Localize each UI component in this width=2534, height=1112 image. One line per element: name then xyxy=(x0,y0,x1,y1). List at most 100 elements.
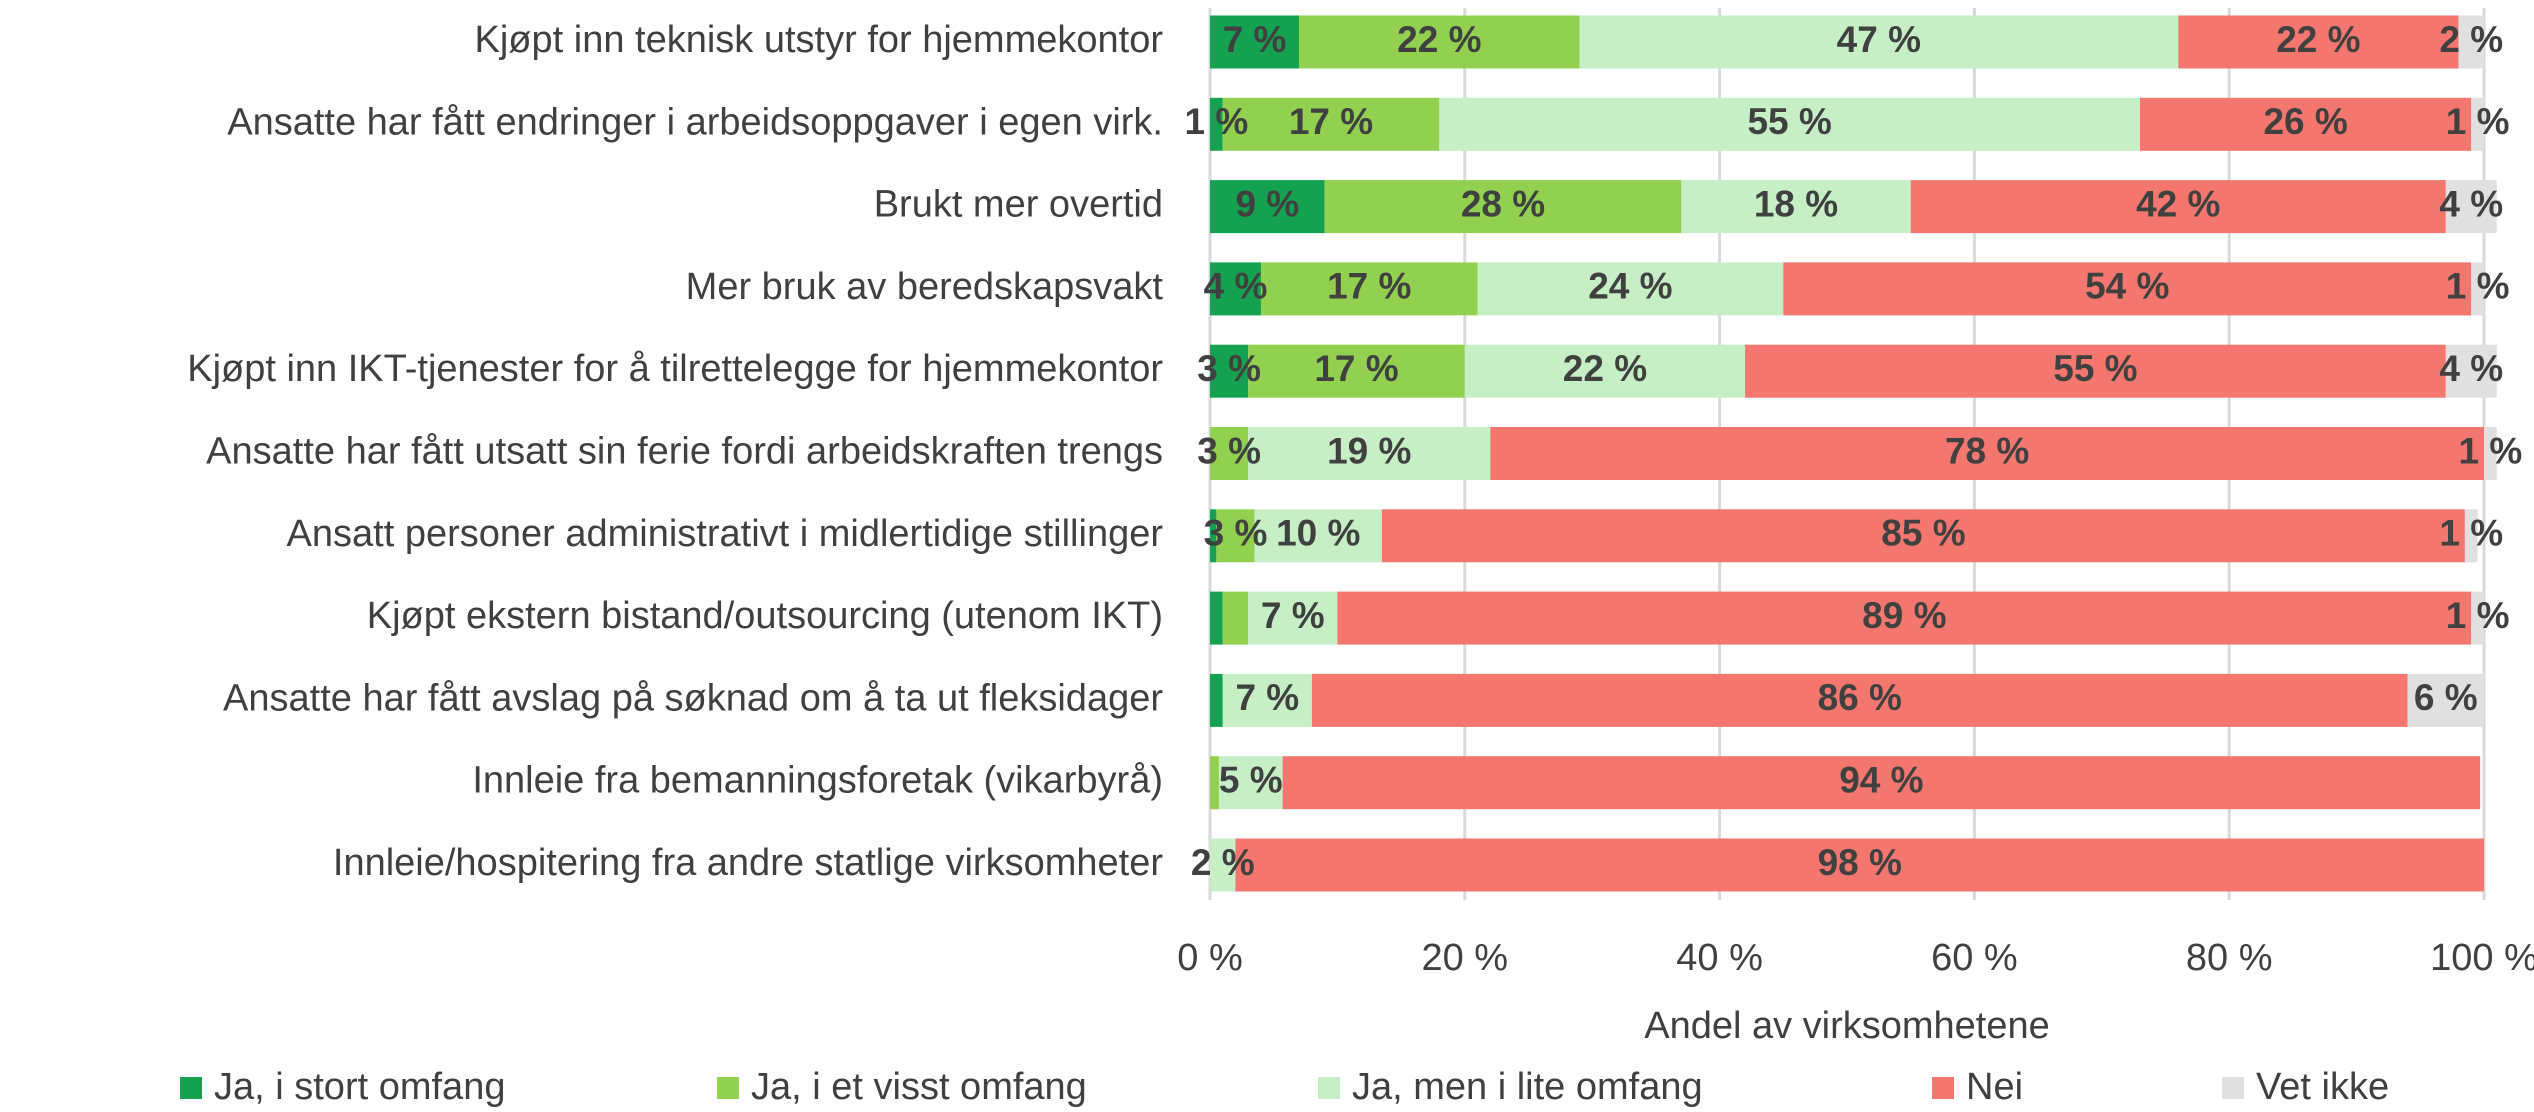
x-tick-label: 40 % xyxy=(1676,937,1763,979)
bar-segment xyxy=(2471,97,2484,151)
bar-segment xyxy=(1210,591,1223,645)
bar-segment xyxy=(1222,591,1249,645)
data-label: 3 % xyxy=(1204,513,1268,554)
legend-label: Ja, men i lite omfang xyxy=(1352,1066,1703,1108)
data-label: 1 % xyxy=(2446,101,2510,142)
bar-segment xyxy=(1222,673,1312,727)
data-label: 55 % xyxy=(1747,101,1831,142)
legend-label: Ja, i et visst omfang xyxy=(751,1066,1087,1108)
bar-segment xyxy=(1337,591,2472,645)
bar-segment xyxy=(1439,97,2141,151)
x-tick-label: 60 % xyxy=(1931,937,2018,979)
data-label: 85 % xyxy=(1881,513,1965,554)
x-tick-label: 0 % xyxy=(1177,937,1242,979)
bar-segment xyxy=(1745,344,2446,398)
data-label: 19 % xyxy=(1327,430,1411,471)
bar-segment xyxy=(1210,97,1223,151)
bar-segment xyxy=(1311,673,2408,727)
data-label: 94 % xyxy=(1839,759,1923,800)
legend-swatch xyxy=(180,1077,202,1099)
data-label: 22 % xyxy=(1563,348,1647,389)
category-label: Ansatte har fått utsatt sin ferie fordi … xyxy=(206,431,1163,473)
bar-segment xyxy=(1464,344,1746,398)
category-label: Ansatte har fått endringer i arbeidsoppg… xyxy=(227,101,1163,143)
legend-swatch xyxy=(1932,1077,1954,1099)
bar-segment xyxy=(1260,262,1478,316)
data-label: 6 % xyxy=(2414,677,2478,718)
category-label: Ansatte har fått avslag på søknad om å t… xyxy=(223,677,1163,719)
bar-segment xyxy=(2178,15,2459,69)
x-axis-title: Andel av virksomhetene xyxy=(1644,1005,2050,1047)
bar-segment xyxy=(1210,344,1249,398)
data-label: 28 % xyxy=(1461,183,1545,224)
bar-segment xyxy=(2445,180,2497,234)
legend-label: Vet ikke xyxy=(2256,1066,2389,1108)
data-label: 4 % xyxy=(2439,183,2503,224)
bar-segment xyxy=(1218,756,1283,810)
bar-segment xyxy=(1210,427,1249,480)
data-label: 3 % xyxy=(1197,348,1261,389)
data-label: 54 % xyxy=(2085,266,2169,307)
bar-segment xyxy=(2471,591,2484,645)
bar-segment xyxy=(1210,673,1223,727)
category-label: Innleie fra bemanningsforetak (vikarbyrå… xyxy=(472,760,1163,802)
data-label: 5 % xyxy=(1219,759,1283,800)
data-label: 1 % xyxy=(2446,595,2510,636)
legend-label: Ja, i stort omfang xyxy=(214,1066,505,1108)
legend-swatch xyxy=(717,1077,739,1099)
bar-segment xyxy=(2407,673,2484,727)
category-label: Ansatt personer administrativt i midlert… xyxy=(287,513,1164,555)
bar-segment xyxy=(1783,262,2472,316)
data-label: 24 % xyxy=(1588,266,1672,307)
bar-segment xyxy=(1381,509,2465,563)
bar-segment xyxy=(1248,591,1338,645)
data-label: 22 % xyxy=(2276,19,2360,60)
x-tick-label: 80 % xyxy=(2186,937,2273,979)
data-label: 78 % xyxy=(1945,430,2029,471)
data-label: 26 % xyxy=(2263,101,2347,142)
data-label: 10 % xyxy=(1276,513,1360,554)
bar-segment xyxy=(1210,15,1300,69)
data-label: 1 % xyxy=(1184,101,1248,142)
category-label: Kjøpt ekstern bistand/outsourcing (uteno… xyxy=(367,595,1163,637)
data-label: 17 % xyxy=(1327,266,1411,307)
data-label: 98 % xyxy=(1818,842,1902,883)
bar-segment xyxy=(2464,509,2478,563)
bar-segment xyxy=(1210,180,1325,234)
data-label: 4 % xyxy=(1204,266,1268,307)
data-label: 7 % xyxy=(1235,677,1299,718)
data-label: 55 % xyxy=(2053,348,2137,389)
bar-segment xyxy=(2484,427,2497,480)
category-label: Mer bruk av beredskapsvakt xyxy=(686,266,1164,308)
bar-segment xyxy=(1477,262,1784,316)
bar-segment xyxy=(1324,180,1682,234)
data-label: 47 % xyxy=(1837,19,1921,60)
bar-segment xyxy=(1282,756,2481,810)
data-label: 2 % xyxy=(2439,19,2503,60)
legend-swatch xyxy=(1318,1077,1340,1099)
bar-segment xyxy=(1248,427,1491,480)
legend-label: Nei xyxy=(1966,1066,2023,1108)
bar-segment xyxy=(1210,262,1261,316)
bar-segment xyxy=(1210,838,1236,892)
data-label: 1 % xyxy=(2446,266,2510,307)
data-label: 17 % xyxy=(1314,348,1398,389)
bar-segment xyxy=(2445,344,2497,398)
data-label: 9 % xyxy=(1235,183,1299,224)
bar-segment xyxy=(1210,509,1217,563)
bar-segment xyxy=(1222,97,1440,151)
bar-segment xyxy=(1490,427,2484,480)
data-label: 89 % xyxy=(1862,595,1946,636)
bar-segment xyxy=(2458,15,2484,69)
x-tick-label: 100 % xyxy=(2430,937,2534,979)
bar-segment xyxy=(1210,756,1219,810)
data-label: 17 % xyxy=(1289,101,1373,142)
data-label: 4 % xyxy=(2439,348,2503,389)
category-label: Kjøpt inn teknisk utstyr for hjemmekonto… xyxy=(475,19,1164,61)
bar-segment xyxy=(1248,344,1465,398)
bar-segment xyxy=(2140,97,2472,151)
data-label: 2 % xyxy=(1191,842,1255,883)
data-label: 18 % xyxy=(1754,183,1838,224)
category-label: Kjøpt inn IKT-tjenester for å tilrettele… xyxy=(187,348,1163,390)
